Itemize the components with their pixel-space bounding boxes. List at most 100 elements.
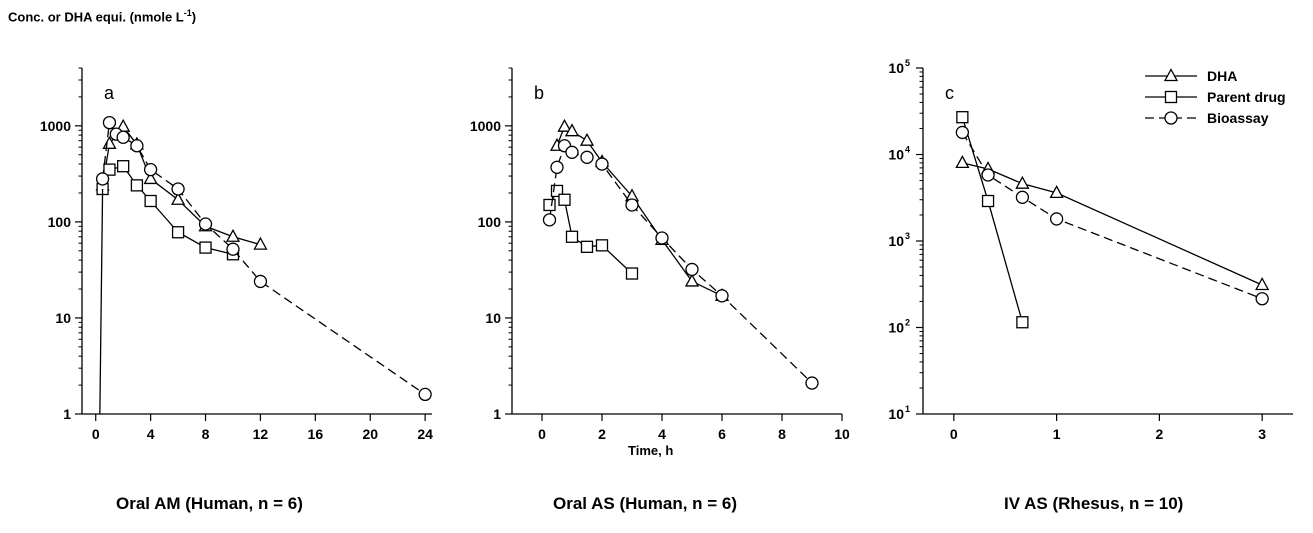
square-marker [550,184,564,198]
legend-label: Bioassay [1207,110,1269,126]
series-line [962,162,1263,286]
y-tick-label: 1000 [470,118,501,134]
circle-marker [95,172,110,186]
triangle-marker [253,236,268,250]
absorption-line [99,188,104,415]
circle-marker [130,139,144,153]
y-tick-label: 10 [888,320,904,336]
y-tick-exponent: 1 [905,404,910,414]
x-tick-label: 8 [778,426,786,442]
x-tick-label: 24 [417,426,433,442]
circle-marker [805,376,819,390]
circle-marker [542,213,557,227]
y-tick-exponent: 5 [905,58,910,68]
y-tick-label: 10 [888,233,904,249]
y-tick-label: 100 [478,214,502,230]
triangle-marker [1015,175,1030,189]
series-line [961,132,1263,300]
square-marker [144,194,157,208]
square-marker [543,198,556,212]
square-marker [595,239,609,252]
triangle-marker [955,155,970,169]
circle-marker [171,182,185,196]
square-marker [171,226,185,239]
panel-letter: c [945,83,954,103]
x-tick-label: 6 [718,426,726,442]
triangle-marker [564,123,580,137]
x-tick-label: 16 [308,426,324,442]
triangle-marker [1049,185,1064,199]
panel-b: 1 10 100 1000 0 2 4 6 8 10 b [470,67,850,442]
series-bioassay [95,115,432,402]
series-parent-drug [96,160,240,261]
x-tick-label: 3 [1258,426,1266,442]
y-tick-exponent: 2 [905,318,910,328]
x-tick-label: 0 [92,426,100,442]
circle-marker [580,150,594,164]
triangle-marker [1163,68,1179,82]
panel-c-title: IV AS (Rhesus, n = 10) [1004,494,1184,513]
panel-letter: b [534,83,544,103]
series-line [548,144,813,384]
triangle-marker [225,228,241,242]
y-tick-label: 1 [63,406,71,422]
panel-letter: a [104,83,115,103]
triangle-marker [684,273,700,287]
square-marker [1164,90,1178,104]
series-bioassay [955,125,1269,306]
x-axis-label: Time, h [628,443,674,458]
series-dha [955,155,1270,291]
x-tick-label: 1 [1053,426,1061,442]
circle-marker [981,168,995,182]
square-marker [558,193,571,206]
x-tick-label: 4 [658,426,666,442]
series-line [101,165,234,255]
circle-marker [955,125,970,140]
x-tick-label: 10 [834,426,850,442]
series-dha [95,118,268,250]
x-tick-label: 2 [598,426,606,442]
circle-marker [143,162,158,177]
y-tick-label: 1 [493,406,501,422]
triangle-marker [557,118,572,132]
x-tick-label: 8 [202,426,210,442]
y-tick-exponent: 4 [905,145,910,155]
circle-marker [595,157,609,171]
circle-marker [226,242,240,256]
y-tick-label: 10 [55,310,71,326]
x-tick-label: 12 [253,426,269,442]
x-tick-label: 2 [1155,426,1163,442]
series-bioassay [542,139,819,390]
panel-b-title: Oral AS (Human, n = 6) [553,494,738,513]
circle-marker [253,274,268,289]
circle-marker [116,130,130,144]
triangle-marker [579,132,595,146]
square-marker [565,230,579,243]
square-marker [625,267,639,280]
legend-label: Parent drug [1207,89,1286,105]
square-marker [199,241,212,254]
x-tick-label: 0 [538,426,546,442]
square-marker [981,194,995,208]
y-tick-label: 10 [485,310,501,326]
circle-marker [1015,190,1030,204]
legend: DHA Parent drug Bioassay [1145,68,1286,126]
y-tick-exponent: 3 [905,231,910,241]
circle-marker [418,387,432,402]
circle-marker [685,262,699,277]
y-tick-label: 10 [888,60,904,76]
circle-marker [102,115,117,130]
y-tick-label: 100 [48,214,72,230]
circle-marker [198,217,213,231]
x-tick-label: 0 [950,426,958,442]
circle-marker [655,231,669,245]
triangle-marker [143,171,158,185]
y-tick-label: 10 [888,147,904,163]
x-tick-label: 20 [362,426,378,442]
legend-label: DHA [1207,68,1237,84]
series-dha [549,118,730,301]
y-tick-label: 10 [888,406,904,422]
x-tick-label: 4 [147,426,155,442]
